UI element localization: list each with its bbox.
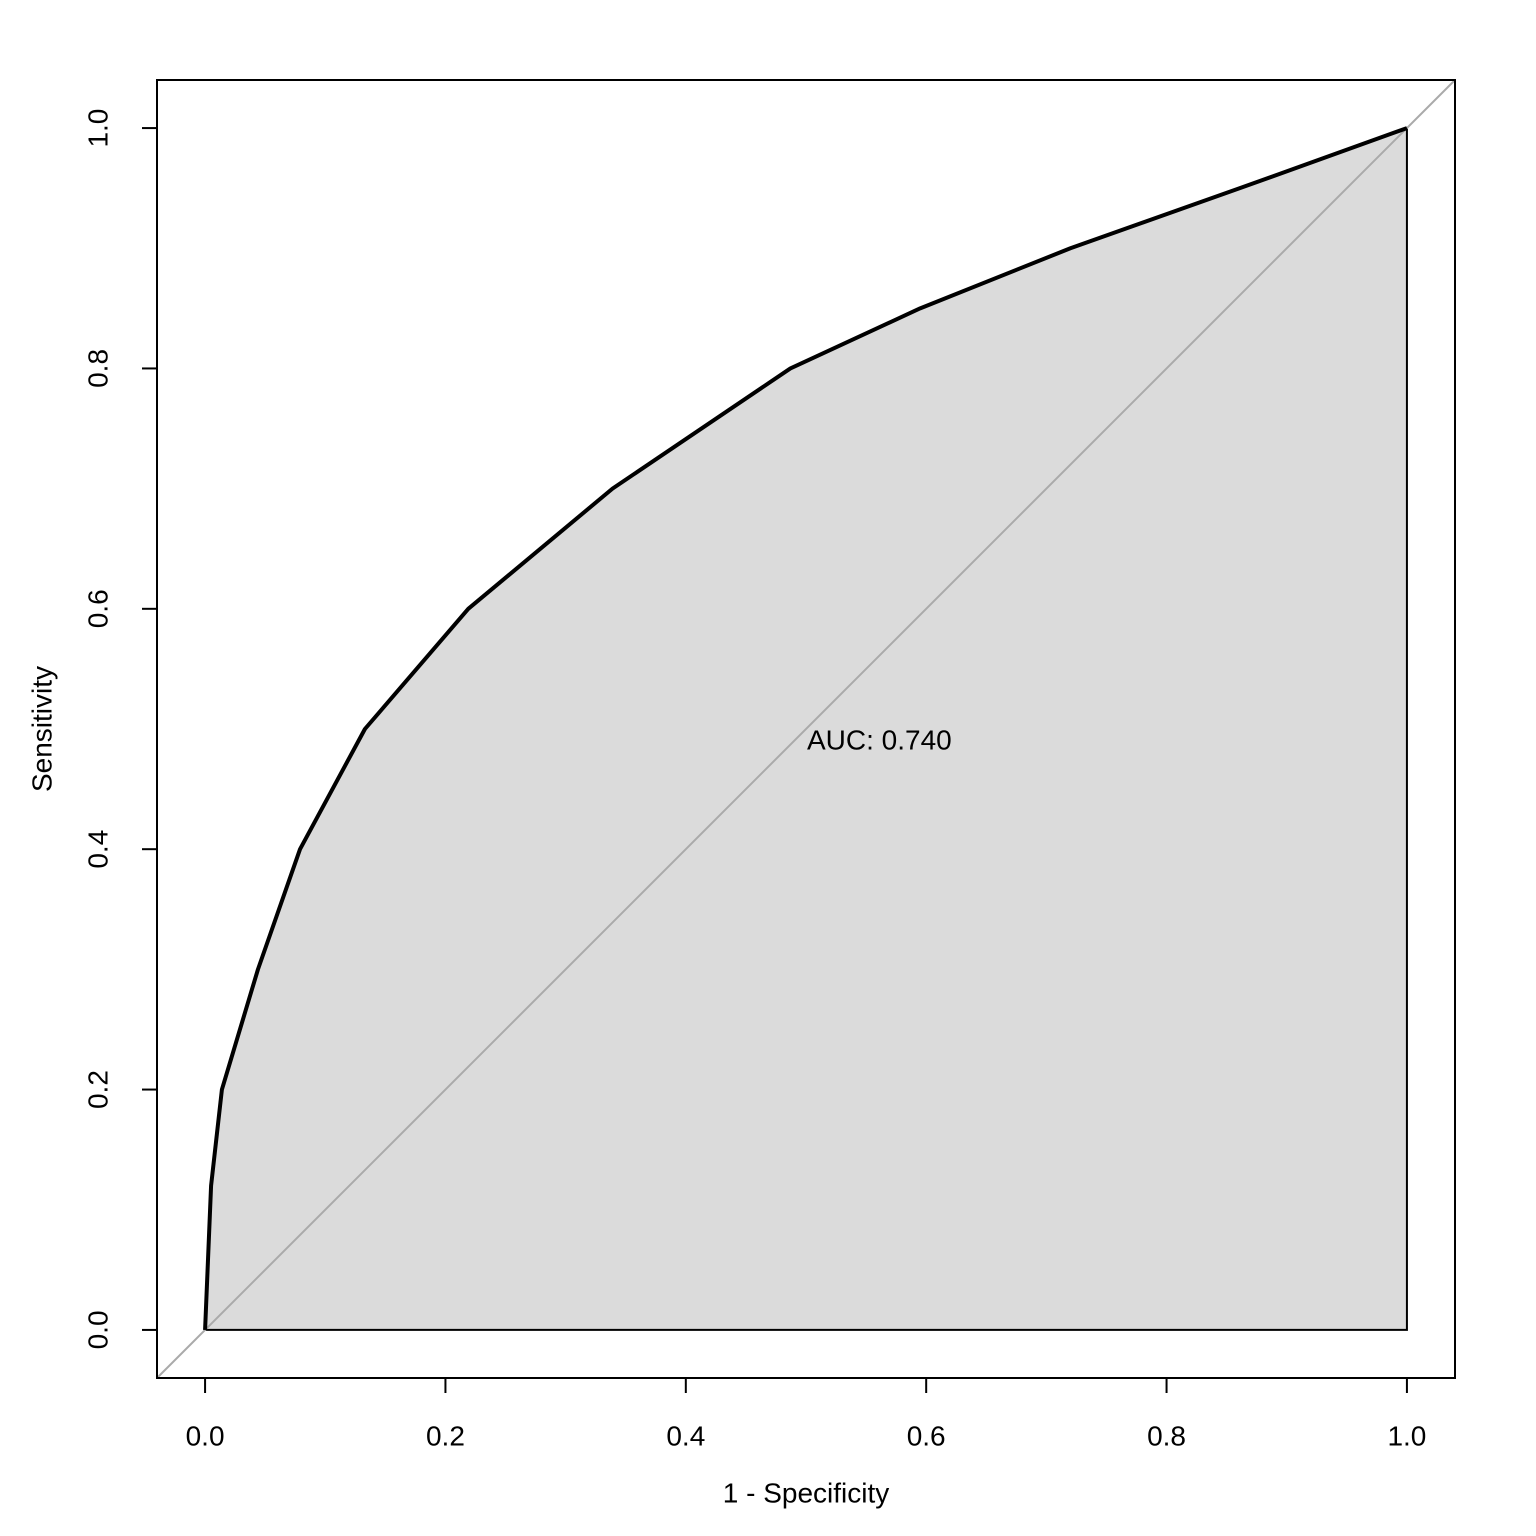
- y-tick-label: 1.0: [82, 109, 113, 148]
- x-tick-label: 0.4: [666, 1420, 705, 1451]
- x-tick-label: 0.8: [1147, 1420, 1186, 1451]
- y-tick-label: 0.0: [82, 1310, 113, 1349]
- y-axis-label: Sensitivity: [26, 666, 57, 792]
- x-tick-label: 0.0: [186, 1420, 225, 1451]
- y-tick-label: 0.8: [82, 349, 113, 388]
- x-tick-label: 1.0: [1387, 1420, 1426, 1451]
- y-tick-label: 0.2: [82, 1070, 113, 1109]
- y-tick-label: 0.6: [82, 589, 113, 628]
- annotation: AUC: 0.740: [807, 724, 952, 755]
- x-tick-label: 0.2: [426, 1420, 465, 1451]
- x-axis-label: 1 - Specificity: [723, 1477, 890, 1508]
- roc-line: [203, 126, 1408, 1331]
- x-tick-label: 0.6: [907, 1420, 946, 1451]
- plot-frame: [156, 79, 1456, 1379]
- reference-line: [156, 79, 1456, 1379]
- y-tick-label: 0.4: [82, 830, 113, 869]
